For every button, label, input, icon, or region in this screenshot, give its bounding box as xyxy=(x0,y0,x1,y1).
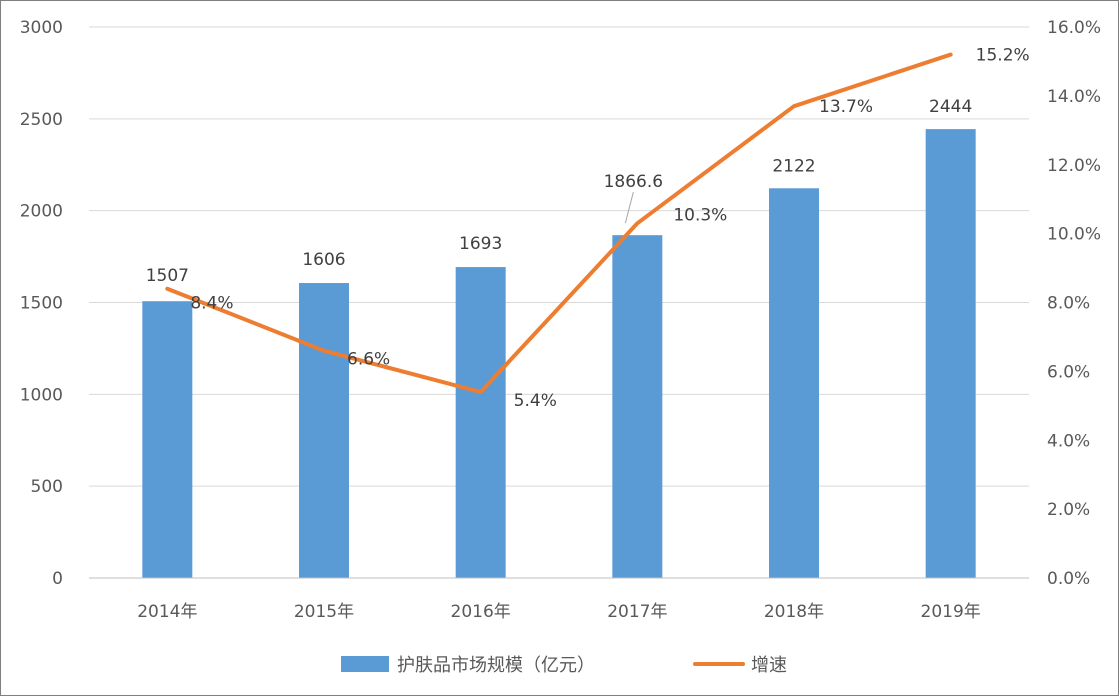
bar xyxy=(925,129,976,579)
y-right-tick-label: 10.0% xyxy=(1047,225,1101,245)
bar xyxy=(612,235,663,579)
y-left-tick-label: 500 xyxy=(31,477,63,497)
bar xyxy=(769,188,819,578)
line-value-label: 13.7% xyxy=(819,97,873,117)
legend-label-bar: 护肤品市场规模（亿元） xyxy=(397,655,595,676)
bar-series xyxy=(142,129,976,579)
bar-value-label: 1606 xyxy=(302,250,345,270)
line-value-label: 8.4% xyxy=(190,294,233,314)
x-tick-label: 2019年 xyxy=(921,602,981,622)
legend-swatch-bar xyxy=(341,656,389,672)
y-left-tick-label: 1500 xyxy=(20,294,63,314)
y-right-tick-label: 16.0% xyxy=(1047,18,1101,38)
x-tick-label: 2014年 xyxy=(137,602,197,622)
line-value-label: 15.2% xyxy=(976,46,1030,66)
bar-value-label: 1693 xyxy=(459,234,502,254)
y-right-tick-label: 2.0% xyxy=(1047,500,1090,520)
x-tick-label: 2018年 xyxy=(764,602,824,622)
bar-value-label: 1866.6 xyxy=(604,172,663,192)
y-right-tick-label: 12.0% xyxy=(1047,156,1101,176)
gridlines xyxy=(89,26,1029,487)
bar-value-label: 2444 xyxy=(929,97,972,117)
line-value-label: 6.6% xyxy=(347,350,390,370)
y-left-tick-label: 1000 xyxy=(20,385,63,405)
line-path xyxy=(165,52,953,395)
y-right-tick-label: 14.0% xyxy=(1047,87,1101,107)
line-value-label: 5.4% xyxy=(514,391,557,411)
y-right-tick-label: 0.0% xyxy=(1047,569,1090,589)
y-right-tick-label: 4.0% xyxy=(1047,431,1090,451)
legend-label-line: 增速 xyxy=(751,655,787,676)
y-left-tick-label: 0 xyxy=(52,569,63,589)
x-tick-label: 2017年 xyxy=(607,602,667,622)
bar-value-label: 1507 xyxy=(146,266,189,286)
y-right-tick-label: 6.0% xyxy=(1047,362,1090,382)
y-left-tick-label: 2500 xyxy=(20,110,63,130)
data-labels: 1507 1606 1693 1866.6 2122 2444 8.4% 6.6% 5.4% 10… xyxy=(146,46,1030,411)
bar-value-label: 2122 xyxy=(772,156,815,176)
y-right-tick-label: 8.0% xyxy=(1047,294,1090,314)
x-tick-label: 2015年 xyxy=(294,602,354,622)
line-value-label: 10.3% xyxy=(673,205,727,225)
x-tick-label: 2016年 xyxy=(451,602,511,622)
leader-line xyxy=(624,192,634,224)
legend: 护肤品市场规模（亿元） 增速 xyxy=(341,655,787,676)
y-left-tick-label: 3000 xyxy=(20,18,63,38)
bar xyxy=(299,283,349,578)
bar xyxy=(455,267,506,578)
y-left-tick-label: 2000 xyxy=(20,202,63,222)
bar xyxy=(142,301,193,578)
axes: 0 500 1000 1500 2000 2500 3000 0.0% 2.0% 4.0% 6.0%… xyxy=(20,18,1101,622)
line-series xyxy=(165,52,953,395)
